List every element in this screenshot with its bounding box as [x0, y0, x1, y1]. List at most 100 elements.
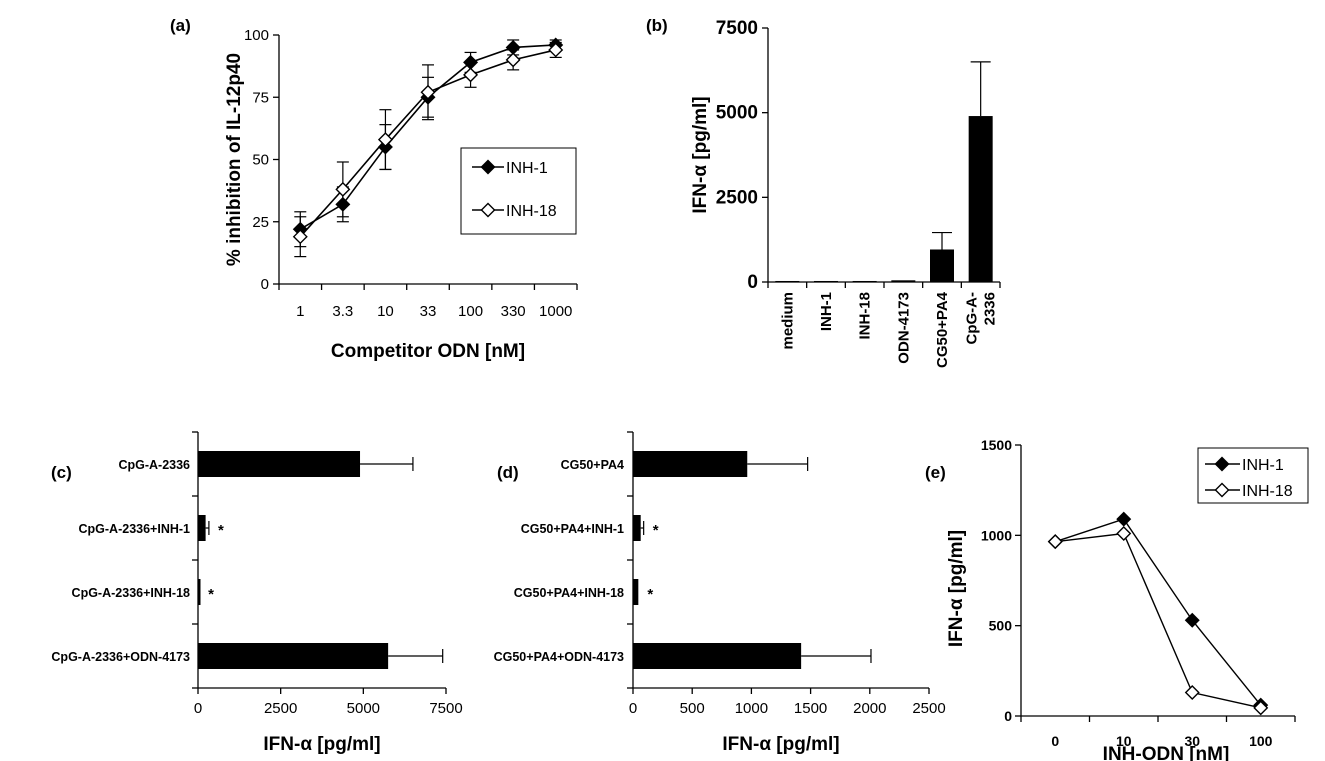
panel-label-a: (a)	[170, 16, 191, 35]
a-legend-marker-INH-18	[480, 202, 496, 218]
e-legend-label-INH-18: INH-18	[1242, 483, 1293, 500]
a-legend	[460, 147, 577, 235]
a-legend-marker-INH-1	[480, 159, 496, 175]
a-point-INH-18	[420, 84, 436, 100]
b-y-tick-label: 0	[747, 272, 758, 293]
e-y-tick-label: 500	[989, 618, 1013, 634]
e-point-INH-1	[1184, 612, 1200, 628]
c-bar	[198, 515, 206, 541]
d-bar	[633, 579, 639, 605]
c-category-label: CpG-A-2336+ODN-4173	[51, 650, 190, 664]
d-bar	[633, 643, 802, 669]
a-x-tick-label: 330	[501, 303, 526, 320]
a-x-tick-label: 3.3	[332, 303, 353, 320]
b-category-label: INH-1	[818, 292, 835, 331]
panel-label-d: (d)	[497, 463, 519, 482]
b-category-label: ODN-4173	[895, 292, 912, 364]
d-x-axis-title: IFN-α [pg/ml]	[722, 734, 839, 755]
panel-label-e: (e)	[925, 463, 946, 482]
b-category-label: medium	[779, 292, 796, 350]
a-y-tick-label: 100	[244, 27, 269, 44]
d-category-label: CG50+PA4+INH-1	[521, 522, 624, 536]
e-x-tick-label: 0	[1051, 733, 1059, 749]
a-point-INH-18	[377, 132, 393, 148]
a-x-tick-label: 1	[296, 303, 304, 320]
c-category-label: CpG-A-2336+INH-1	[79, 522, 191, 536]
c-x-tick-label: 2500	[264, 700, 297, 717]
a-y-tick-label: 75	[252, 89, 269, 106]
c-x-tick-label: 7500	[429, 700, 462, 717]
e-legend-label-INH-1: INH-1	[1242, 457, 1284, 474]
e-x-tick-label: 30	[1184, 733, 1200, 749]
e-legend-marker-INH-18	[1214, 482, 1230, 498]
e-point-INH-18	[1047, 534, 1063, 550]
a-x-tick-label: 100	[458, 303, 483, 320]
d-x-tick-label: 2000	[853, 700, 886, 717]
b-category-label: 2336	[982, 292, 999, 325]
a-y-axis-title: % inhibition of IL-12p40	[224, 53, 245, 266]
c-bar	[198, 451, 361, 477]
e-x-axis-title: INH-ODN [nM]	[1103, 744, 1230, 761]
a-point-INH-18	[548, 42, 564, 58]
e-series-line-INH-1	[1055, 518, 1262, 706]
d-category-label: CG50+PA4+INH-18	[514, 586, 624, 600]
d-bar	[633, 451, 748, 477]
d-x-tick-label: 500	[680, 700, 705, 717]
c-x-tick-label: 5000	[347, 700, 380, 717]
c-bar	[198, 643, 389, 669]
c-category-label: CpG-A-2336+INH-18	[72, 586, 190, 600]
a-point-INH-18	[335, 181, 351, 197]
b-bar-INH-1	[814, 280, 838, 282]
c-bar	[198, 579, 201, 605]
e-x-tick-label: 100	[1249, 733, 1273, 749]
a-y-tick-label: 50	[252, 152, 269, 169]
a-y-tick-label: 25	[252, 214, 269, 231]
e-series-line-INH-18	[1055, 532, 1261, 709]
b-bar-ODN-4173	[891, 280, 916, 282]
e-x-tick-label: 10	[1116, 733, 1132, 749]
e-point-INH-18	[1116, 526, 1132, 542]
d-significance-marker: *	[653, 522, 659, 539]
c-x-tick-label: 0	[194, 700, 202, 717]
e-point-INH-1	[1116, 511, 1132, 527]
b-bar-INH-18	[852, 280, 877, 282]
a-x-axis-title: Competitor ODN [nM]	[331, 341, 525, 362]
a-x-tick-label: 33	[420, 303, 437, 320]
b-y-tick-label: 2500	[716, 187, 758, 208]
b-category-label: INH-18	[857, 292, 874, 340]
c-significance-marker: *	[218, 522, 224, 539]
e-y-tick-label: 1000	[981, 527, 1012, 543]
d-category-label: CG50+PA4	[561, 458, 624, 472]
c-category-label: CpG-A-2336	[118, 458, 190, 472]
b-y-tick-label: 7500	[716, 18, 758, 39]
e-legend-marker-INH-1	[1214, 456, 1230, 472]
d-x-tick-label: 0	[629, 700, 637, 717]
d-x-tick-label: 2500	[912, 700, 945, 717]
a-legend-label-INH-18: INH-18	[506, 203, 557, 220]
c-x-axis-title: IFN-α [pg/ml]	[263, 734, 380, 755]
b-category-label: CG50+PA4	[934, 291, 951, 368]
b-bar-CpG-A-2336	[968, 116, 993, 282]
e-point-INH-18	[1253, 700, 1269, 716]
a-legend-label-INH-1: INH-1	[506, 160, 548, 177]
b-bar-CG50+PA4	[930, 249, 954, 282]
c-significance-marker: *	[208, 586, 214, 603]
a-point-INH-18	[463, 67, 479, 83]
e-legend	[1197, 447, 1309, 504]
panel-label-c: (c)	[51, 463, 72, 482]
d-significance-marker: *	[647, 586, 653, 603]
d-category-label: CG50+PA4+ODN-4173	[494, 650, 624, 664]
b-y-tick-label: 5000	[716, 103, 758, 124]
a-point-INH-18	[505, 52, 521, 68]
e-y-axis-title: IFN-α [pg/ml]	[946, 530, 967, 647]
panel-label-b: (b)	[646, 16, 668, 35]
e-y-tick-label: 0	[1004, 708, 1012, 724]
e-y-tick-label: 1500	[981, 437, 1012, 453]
a-point-INH-18	[292, 229, 308, 245]
b-bar-medium	[775, 280, 800, 282]
b-category-label: CpG-A-	[964, 292, 981, 345]
b-y-axis-title: IFN-α [pg/ml]	[690, 96, 711, 213]
d-x-tick-label: 1500	[794, 700, 827, 717]
e-point-INH-18	[1184, 685, 1200, 701]
